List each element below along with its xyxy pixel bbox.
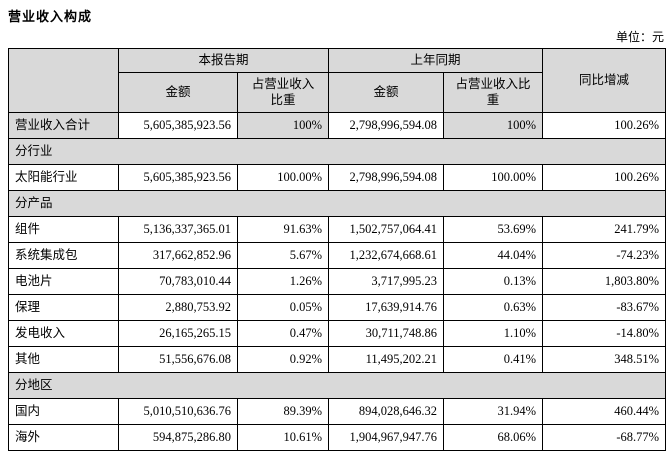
prior-period-header: 上年同期 [328,48,544,73]
table-row: 海外 594,875,286.80 10.61% 1,904,967,947.76 68… [8,424,667,451]
revenue-composition-table: 本报告期 上年同期 同比增减 金额 占营业收入比重 金额 占营业收入比重 营业收… [7,48,667,451]
row-label: 电池片 [8,268,119,295]
prior-amount-cell: 1,904,967,947.76 [328,424,445,451]
prior-share-cell: 0.41% [443,346,544,373]
current-share-cell: 0.47% [236,320,330,347]
current-share-cell: 0.92% [236,346,330,373]
current-amount-header: 金额 [118,72,238,113]
table-row: 太阳能行业 5,605,385,923.56 100.00% 2,798,996,59… [8,164,667,191]
yoy-cell: 100.26% [542,112,667,139]
row-label: 保理 [8,294,119,321]
row-label: 国内 [8,398,119,425]
row-label: 系统集成包 [8,242,119,269]
table-body: 营业收入合计 5,605,385,923.56 100% 2,798,996,594.… [7,112,667,451]
current-amount-cell: 51,556,676.08 [118,346,238,373]
row-label: 其他 [8,346,119,373]
table-row: 电池片 70,783,010.44 1.26% 3,717,995.23 0.13% 1,… [8,268,667,295]
current-share-cell: 1.26% [236,268,330,295]
current-amount-cell: 5,605,385,923.56 [118,112,238,139]
prior-amount-header: 金额 [328,72,445,113]
prior-amount-cell: 17,639,914.76 [328,294,445,321]
prior-share-cell: 1.10% [443,320,544,347]
prior-share-header: 占营业收入比重 [443,72,544,113]
section-label: 分地区 [7,372,667,399]
row-label: 太阳能行业 [8,164,119,191]
header-row-metrics: 金额 占营业收入比重 金额 占营业收入比重 [9,72,666,113]
prior-amount-cell: 2,798,996,594.08 [328,164,445,191]
current-amount-cell: 594,875,286.80 [118,424,238,451]
current-amount-cell: 5,605,385,923.56 [118,164,238,191]
current-share-cell: 89.39% [236,398,330,425]
prior-share-header-text: 占营业收入比重 [455,76,531,107]
current-share-cell: 5.67% [236,242,330,269]
table-row: 保理 2,880,753.92 0.05% 17,639,914.76 0.63% -83… [8,294,667,321]
table-row: 发电收入 26,165,265.15 0.47% 30,711,748.86 1.10%… [8,320,667,347]
prior-amount-cell: 3,717,995.23 [328,268,445,295]
table-row: 系统集成包 317,662,852.96 5.67% 1,232,674,668.61… [8,242,667,269]
page-title: 营业收入构成 [8,9,93,24]
yoy-cell: -14.80% [542,320,667,347]
current-share-cell: 10.61% [236,424,330,451]
table-row: 国内 5,010,510,636.76 89.39% 894,028,646.32 31… [8,398,667,425]
total-row: 营业收入合计 5,605,385,923.56 100% 2,798,996,594.… [8,112,667,139]
current-amount-cell: 5,136,337,365.01 [118,216,238,243]
section-label: 分产品 [7,190,667,217]
yoy-cell: 460.44% [542,398,667,425]
current-share-header: 占营业收入比重 [236,72,330,113]
prior-share-cell: 53.69% [443,216,544,243]
yoy-cell: 348.51% [542,346,667,373]
header-row-periods: 本报告期 上年同期 同比增减 [8,48,667,113]
yoy-change-header: 同比增减 [542,48,667,113]
current-share-cell: 91.63% [236,216,330,243]
row-label: 发电收入 [8,320,119,347]
prior-share-cell: 0.63% [443,294,544,321]
prior-share-cell: 0.13% [443,268,544,295]
prior-share-cell: 44.04% [443,242,544,269]
current-amount-cell: 26,165,265.15 [118,320,238,347]
unit-label: 单位：元 [615,30,664,44]
row-label: 海外 [8,424,119,451]
row-label: 组件 [8,216,119,243]
section-row: 分产品 [7,190,667,217]
current-share-cell: 100.00% [236,164,330,191]
row-label: 营业收入合计 [8,112,119,139]
prior-share-cell: 100.00% [443,164,544,191]
section-row: 分行业 [7,138,667,165]
table-row: 组件 5,136,337,365.01 91.63% 1,502,757,064.41… [8,216,667,243]
current-period-header: 本报告期 [117,48,330,73]
prior-share-cell: 100% [443,112,544,139]
yoy-cell: -83.67% [542,294,667,321]
section-label: 分行业 [7,138,667,165]
current-amount-cell: 2,880,753.92 [118,294,238,321]
current-share-header-text: 占营业收入比重 [251,76,315,107]
current-amount-cell: 5,010,510,636.76 [118,398,238,425]
current-share-cell: 0.05% [236,294,330,321]
yoy-cell: -68.77% [542,424,667,451]
section-row: 分地区 [7,372,667,399]
corner-cell [8,48,119,113]
prior-share-cell: 68.06% [443,424,544,451]
yoy-cell: 1,803.80% [542,268,667,295]
prior-amount-cell: 11,495,202.21 [328,346,445,373]
current-amount-cell: 70,783,010.44 [118,268,238,295]
prior-amount-cell: 30,711,748.86 [328,320,445,347]
current-share-cell: 100% [236,112,330,139]
prior-amount-cell: 2,798,996,594.08 [328,112,445,139]
table-row: 其他 51,556,676.08 0.92% 11,495,202.21 0.41% 34… [8,346,667,373]
prior-amount-cell: 894,028,646.32 [328,398,445,425]
prior-share-cell: 31.94% [443,398,544,425]
prior-amount-cell: 1,232,674,668.61 [328,242,445,269]
yoy-cell: 100.26% [542,164,667,191]
current-amount-cell: 317,662,852.96 [118,242,238,269]
yoy-cell: 241.79% [542,216,667,243]
prior-amount-cell: 1,502,757,064.41 [328,216,445,243]
table-header: 本报告期 上年同期 同比增减 金额 占营业收入比重 金额 占营业收入比重 [8,48,667,113]
yoy-cell: -74.23% [542,242,667,269]
